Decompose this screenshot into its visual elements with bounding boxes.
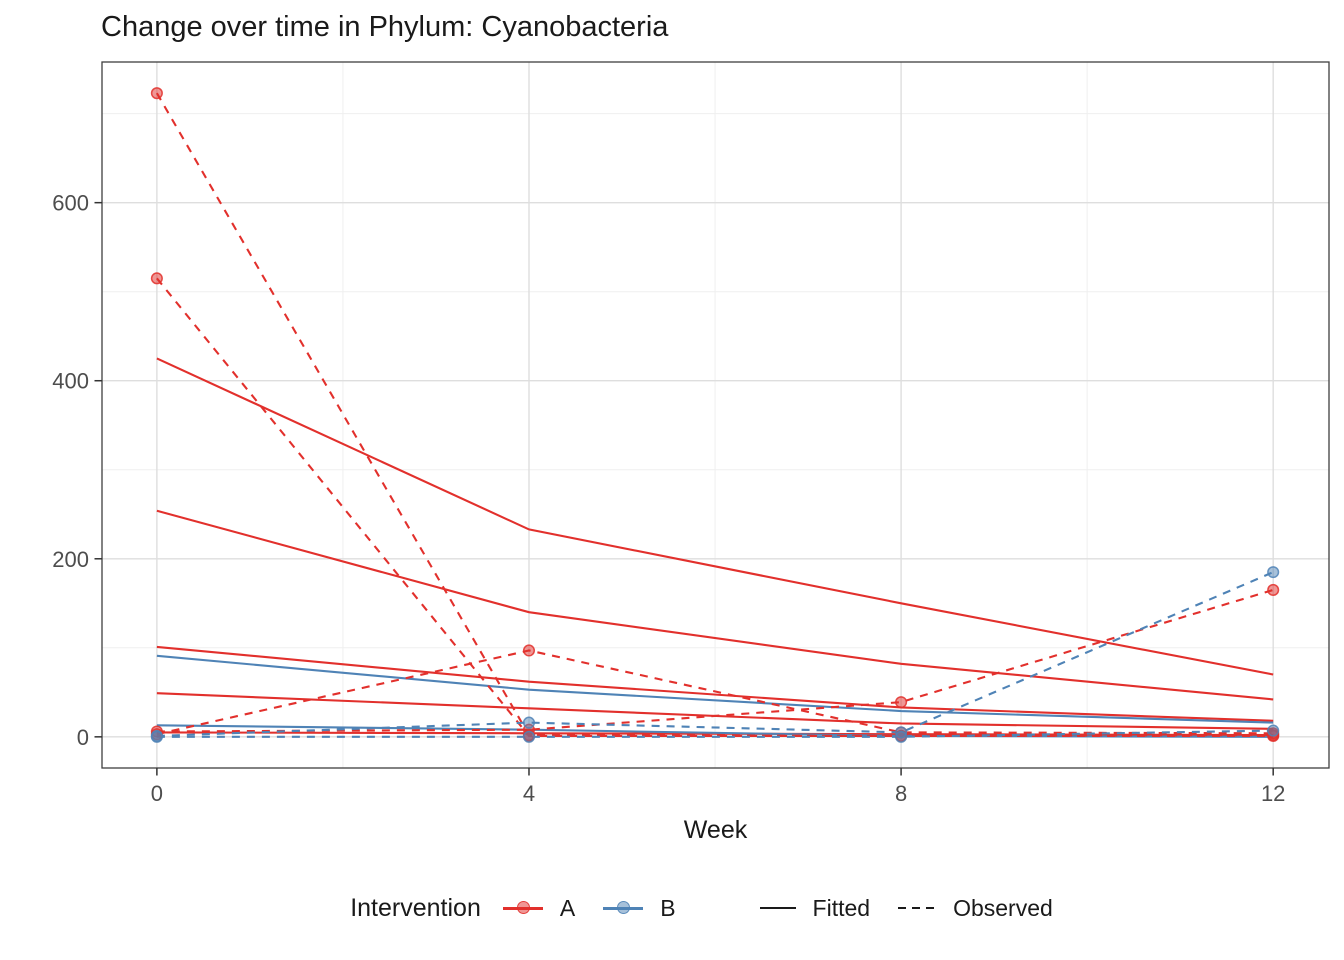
observed-point-A xyxy=(150,272,163,285)
y-tick-label: 400 xyxy=(52,369,89,394)
legend-label-fitted: Fitted xyxy=(812,894,871,921)
observed-point-A xyxy=(895,696,908,709)
fitted-line-A-0 xyxy=(156,357,1274,676)
x-tick-label: 4 xyxy=(523,781,535,806)
y-tick-label: 0 xyxy=(77,725,89,750)
legend-key-dot xyxy=(617,901,631,914)
observed-line-A-3 xyxy=(156,588,1274,733)
legend-label-b: B xyxy=(660,894,676,921)
observed-line-B-4 xyxy=(156,571,1274,737)
x-tick-label: 0 xyxy=(151,781,163,806)
legend-item-a: A xyxy=(502,894,576,922)
legend-label-a: A xyxy=(559,894,576,921)
legend-key-a xyxy=(502,897,543,919)
observed-point-B xyxy=(150,730,163,743)
fitted-line-A-1 xyxy=(156,509,1274,701)
gridlines-minor xyxy=(102,62,1329,768)
legend-label-observed: Observed xyxy=(953,894,1053,921)
y-tick-label: 200 xyxy=(52,547,89,572)
observed-point-A xyxy=(522,644,536,657)
x-tick-label: 12 xyxy=(1261,781,1285,806)
chart-title: Change over time in Phylum: Cyanobacteri… xyxy=(101,11,669,43)
observed-points xyxy=(150,87,1280,743)
fitted-line-A-2 xyxy=(156,645,1274,722)
legend-key-b xyxy=(603,897,644,919)
legend-item-observed: Observed xyxy=(898,895,1053,922)
legend-spacer xyxy=(704,908,760,909)
observed-point-B xyxy=(1267,724,1280,737)
observed-point-B xyxy=(1267,566,1280,579)
plot-panel: 0 4 8 12 0 200 400 600 Week xyxy=(52,61,1330,844)
observed-lines xyxy=(155,92,1274,738)
observed-line-B-5 xyxy=(156,729,1274,738)
legend-key-fitted xyxy=(759,906,796,910)
x-axis-title: Week xyxy=(684,816,748,844)
observed-point-B xyxy=(522,716,536,729)
x-tick-label: 8 xyxy=(895,781,907,806)
legend-item-b: B xyxy=(603,894,676,922)
observed-point-A xyxy=(1267,583,1280,596)
observed-point-B xyxy=(522,730,536,743)
y-axis-ticks: 0 200 400 600 xyxy=(52,191,102,750)
legend-title: Intervention xyxy=(350,893,481,922)
legend-item-fitted: Fitted xyxy=(759,894,871,922)
observed-point-B xyxy=(895,730,908,743)
legend: Intervention A B Fitted Observed xyxy=(102,882,1329,934)
legend-key-observed xyxy=(898,906,937,910)
x-axis-ticks: 0 4 8 12 xyxy=(151,768,1285,806)
observed-line-A-1 xyxy=(156,277,1274,737)
legend-key-dot xyxy=(516,901,530,914)
y-tick-label: 600 xyxy=(52,191,89,216)
observed-point-A xyxy=(150,87,163,100)
fitted-line-B-5 xyxy=(156,654,1274,724)
panel-border xyxy=(101,61,1330,769)
